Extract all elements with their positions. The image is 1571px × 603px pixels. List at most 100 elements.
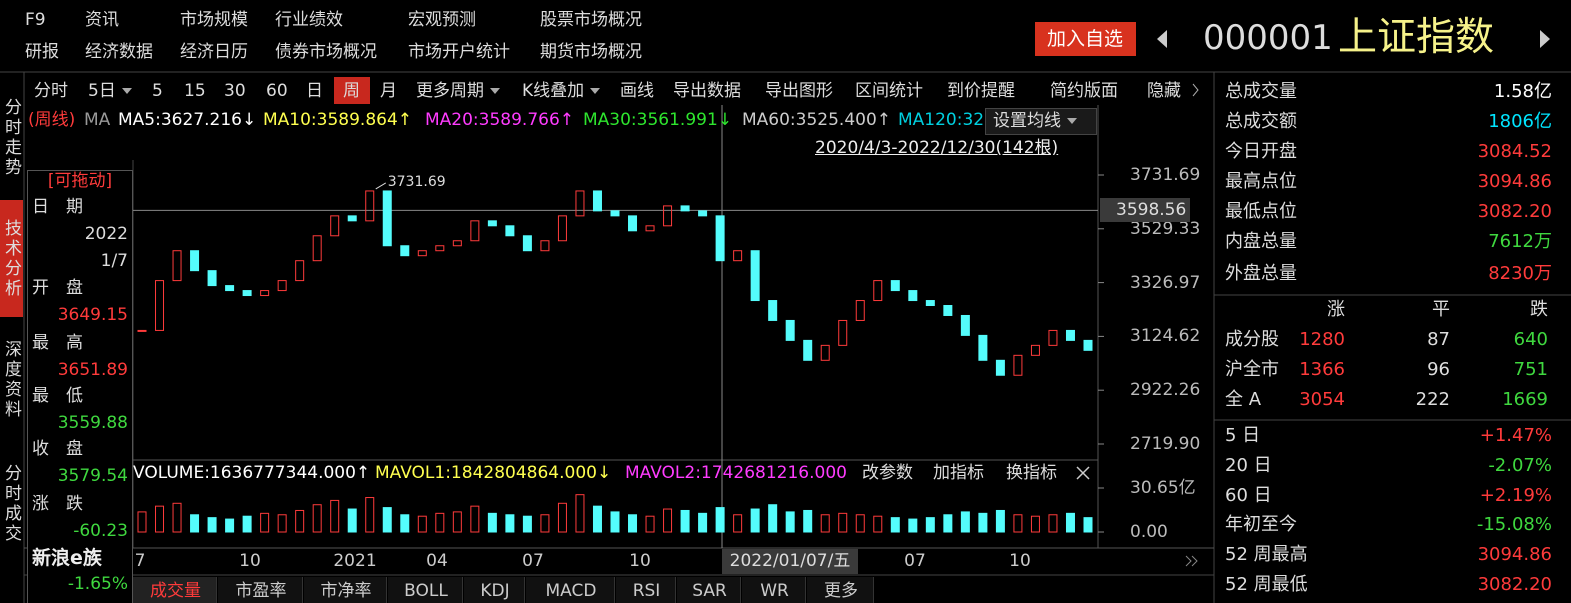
- candle: [260, 290, 270, 297]
- menu-item[interactable]: 市场开户统计: [408, 42, 510, 62]
- volume-bar: [925, 517, 935, 533]
- toolbar-item[interactable]: 画线: [620, 81, 654, 101]
- info-label: 开 盘: [32, 278, 83, 298]
- stat-value: 3082.20: [1477, 201, 1552, 222]
- volume-bar: [505, 514, 515, 533]
- volume-bar: [557, 502, 567, 533]
- side-tab[interactable]: 分时成交: [1, 464, 21, 544]
- candle: [470, 220, 480, 242]
- bottom-tab-label[interactable]: WR: [760, 581, 789, 601]
- menu-item[interactable]: 股票市场概况: [540, 10, 642, 30]
- side-tab[interactable]: 深度资料: [1, 340, 21, 420]
- toolbar-item[interactable]: 5: [152, 81, 163, 101]
- menu-item[interactable]: 行业绩效: [275, 10, 343, 30]
- bottom-tab[interactable]: [464, 577, 525, 603]
- volume-bar: [382, 507, 392, 533]
- toolbar-item[interactable]: 30: [224, 81, 246, 101]
- bottom-tab[interactable]: [133, 577, 217, 603]
- volume-bar: [715, 507, 725, 533]
- volume-bar: [347, 508, 357, 533]
- prev-icon[interactable]: [1157, 30, 1167, 48]
- toolbar-item[interactable]: 5日: [88, 81, 132, 101]
- volume-bar: [873, 515, 883, 533]
- toolbar-item[interactable]: 更多周期: [416, 81, 500, 101]
- bottom-tab-label[interactable]: MACD: [545, 581, 597, 601]
- x-tick-label: 04: [426, 551, 448, 571]
- candle: [522, 235, 532, 252]
- candle: [382, 190, 392, 247]
- toolbar-item[interactable]: 简约版面: [1050, 81, 1118, 101]
- toolbar-item[interactable]: 导出图形: [765, 81, 833, 101]
- candle: [365, 190, 375, 222]
- bottom-tab[interactable]: [218, 577, 303, 603]
- bottom-tab[interactable]: [807, 577, 874, 603]
- menu-item[interactable]: 期货市场概况: [540, 42, 642, 62]
- bottom-tab-label[interactable]: 成交量: [150, 581, 201, 601]
- candle: [540, 240, 550, 252]
- toolbar-item[interactable]: 分时: [34, 81, 68, 101]
- indicator-button[interactable]: 换指标: [1006, 463, 1057, 483]
- bottom-tab-label[interactable]: 市净率: [320, 581, 372, 601]
- add-button-label[interactable]: 加入自选: [1046, 28, 1124, 50]
- bottom-tab[interactable]: [388, 577, 463, 603]
- bottom-tab-label[interactable]: 更多: [824, 581, 858, 601]
- menu-item[interactable]: 经济日历: [180, 42, 248, 62]
- menu-item[interactable]: 资讯: [85, 10, 119, 30]
- bottom-tab-label[interactable]: KDJ: [480, 581, 510, 601]
- toolbar-item[interactable]: 60: [266, 81, 288, 101]
- y-tick-label: 3326.97: [1130, 272, 1201, 293]
- menu-item[interactable]: 研报: [25, 42, 59, 62]
- candle: [628, 215, 638, 232]
- ma-label: MA: [84, 110, 111, 130]
- breadth-value: 1669: [1502, 389, 1548, 410]
- candle: [733, 250, 743, 262]
- bottom-tab[interactable]: [526, 577, 615, 603]
- toolbar-item[interactable]: 导出数据: [673, 81, 741, 101]
- bottom-tab-label[interactable]: 市盈率: [235, 581, 287, 601]
- toolbar-item[interactable]: 区间统计: [855, 81, 923, 101]
- stat-value: 3084.52: [1477, 141, 1552, 162]
- ma-button-label[interactable]: 设置均线: [993, 111, 1077, 131]
- toolbar-item[interactable]: 到价提醒: [947, 81, 1015, 101]
- bottom-tab[interactable]: [677, 577, 741, 603]
- bottom-tab[interactable]: [616, 577, 676, 603]
- candle: [505, 225, 515, 237]
- candle: [908, 290, 918, 302]
- side-tab[interactable]: 技术分析: [1, 218, 21, 299]
- side-tab[interactable]: 分时走势: [1, 97, 21, 178]
- scroll-icon[interactable]: [1185, 555, 1198, 567]
- menu-item[interactable]: 债券市场概况: [275, 42, 377, 62]
- toolbar-item[interactable]: 月: [380, 81, 397, 101]
- toolbar-item[interactable]: 15: [184, 81, 206, 101]
- watermark: 新浪e族: [32, 547, 102, 569]
- volume-bar: [190, 514, 200, 533]
- menu-item[interactable]: F9: [25, 10, 46, 30]
- toolbar-item[interactable]: 周: [343, 81, 360, 101]
- bottom-tab[interactable]: [742, 577, 806, 603]
- indicator-button[interactable]: 加指标: [933, 463, 984, 483]
- bottom-tab-label[interactable]: RSI: [632, 581, 661, 601]
- info-value: 1/7: [100, 251, 128, 271]
- candle: [557, 215, 567, 242]
- menu-item[interactable]: 宏观预测: [408, 10, 476, 30]
- toolbar-item[interactable]: K线叠加: [522, 81, 600, 101]
- stock-name: 上证指数: [1338, 15, 1495, 60]
- more-icon[interactable]: [1192, 83, 1199, 97]
- bottom-tab-label[interactable]: SAR: [692, 581, 727, 601]
- bottom-tab-label[interactable]: BOLL: [404, 581, 448, 601]
- range-label: 2020/4/3-2022/12/30(142根): [815, 138, 1059, 158]
- menu-item[interactable]: 市场规模: [180, 10, 248, 30]
- indicator-button[interactable]: 改参数: [862, 463, 913, 483]
- volume-bar: [978, 512, 988, 533]
- volume-bar: [628, 514, 638, 533]
- cursor-date-box: [722, 549, 858, 574]
- candle: [1030, 344, 1040, 356]
- next-icon[interactable]: [1540, 30, 1550, 48]
- y-tick-label: 2719.90: [1130, 434, 1201, 454]
- bottom-tab[interactable]: [304, 577, 387, 603]
- toolbar-item[interactable]: 日: [306, 81, 323, 101]
- close-icon[interactable]: [1076, 466, 1090, 480]
- add-button[interactable]: [1035, 22, 1136, 56]
- toolbar-item[interactable]: 隐藏: [1147, 81, 1181, 101]
- menu-item[interactable]: 经济数据: [85, 42, 153, 62]
